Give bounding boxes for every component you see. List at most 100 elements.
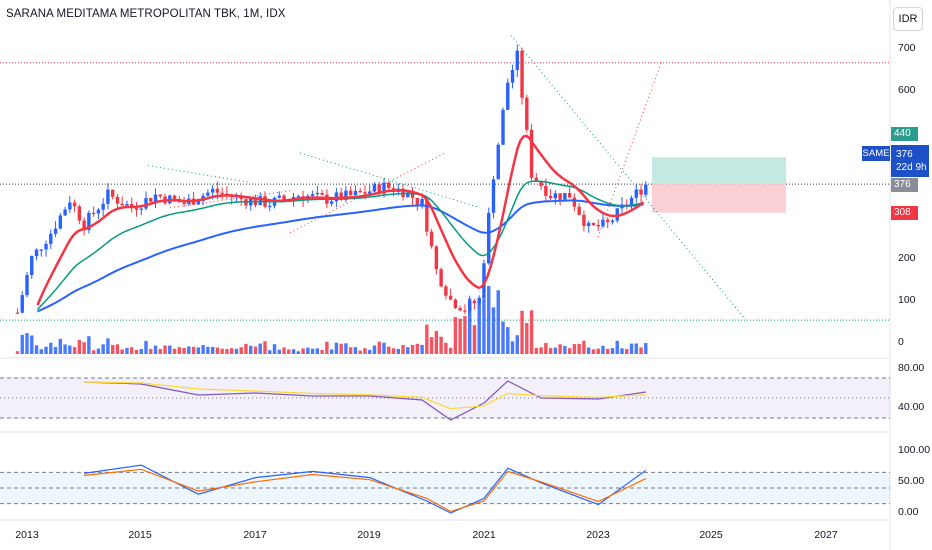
volume-bar [115, 344, 120, 354]
candle-body [125, 203, 129, 206]
candle-body [344, 190, 348, 200]
volume-bar [72, 347, 77, 354]
candle-body [315, 192, 320, 195]
countdown-value: 22d 9h [896, 162, 927, 173]
candle-body [425, 198, 429, 232]
candle-body [101, 203, 105, 210]
candle-body [96, 209, 101, 214]
trend-line [289, 152, 446, 234]
trend-line [299, 152, 481, 209]
stoch-line [84, 468, 647, 513]
chart-title: SARANA MEDITAMA METROPOLITAN TBK, 1M, ID… [6, 8, 286, 20]
candle-body [149, 198, 153, 202]
volume-bar [306, 347, 310, 354]
volume-bar [225, 349, 229, 354]
candle-body [63, 209, 67, 216]
stoch-tick: 100.00 [898, 444, 931, 456]
candle-body [196, 201, 201, 205]
volume-bar [610, 348, 615, 354]
price-tick: 0 [898, 336, 904, 348]
candle-body [206, 192, 210, 196]
volume-bar [501, 321, 505, 354]
volume-bar [125, 347, 129, 354]
volume-bar [87, 336, 91, 354]
volume-bar [191, 346, 196, 354]
volume-bar [20, 334, 24, 354]
price-tick: 100 [898, 294, 916, 306]
volume-bar [506, 327, 510, 354]
stoch-tick: 50.00 [898, 475, 925, 487]
volume-bar [144, 340, 148, 354]
candle-body [596, 224, 600, 227]
trend-line [147, 165, 251, 183]
volume-bar [391, 348, 396, 354]
candle-body [20, 295, 24, 313]
volume-bar [272, 344, 277, 354]
candle-body [358, 190, 362, 193]
volume-bar [334, 342, 339, 354]
volume-bar [44, 346, 48, 354]
volume-bar [301, 348, 305, 354]
candle-body [158, 194, 162, 197]
candle-body [406, 192, 410, 198]
volume-bar [168, 345, 172, 354]
volume-bar [101, 344, 105, 354]
candle-body [434, 246, 439, 270]
last-price-value: 376 [896, 149, 913, 160]
candle-body [548, 195, 553, 199]
volume-bar [553, 347, 558, 354]
volume-bar [139, 349, 143, 354]
sma-price-tag: 376 [891, 178, 918, 192]
candle-body [639, 189, 643, 195]
candle-body [463, 310, 467, 312]
candle-body [182, 202, 186, 205]
volume-bar [310, 348, 315, 354]
rsi-tick: 80.00 [898, 362, 925, 374]
candle-body [515, 50, 519, 71]
candle-body [339, 192, 343, 200]
time-tick: 2023 [586, 529, 610, 541]
volume-bar [96, 348, 101, 354]
candle-body [53, 228, 58, 234]
volume-bar [253, 346, 258, 354]
volume-bar [496, 290, 500, 354]
volume-bar [601, 345, 605, 354]
candle-body [91, 212, 96, 214]
candle-body [520, 50, 524, 98]
currency-button[interactable]: IDR [893, 7, 923, 31]
volume-bar [448, 347, 453, 354]
candle-body [310, 194, 315, 196]
volume-bar [482, 299, 486, 354]
volume-bar [296, 351, 301, 354]
volume-bar [149, 348, 153, 354]
candle-body [30, 256, 34, 276]
volume-bar [58, 338, 63, 354]
candle-body [68, 202, 72, 210]
volume-bar [382, 342, 386, 354]
volume-bar [68, 345, 72, 354]
volume-bar [387, 346, 391, 354]
volume-bar [596, 348, 600, 354]
candle-body [348, 190, 353, 195]
volume-bar [429, 337, 434, 354]
candle-body [591, 222, 596, 225]
candle-body [44, 243, 48, 250]
candle-body [87, 212, 91, 231]
volume-bar [344, 343, 348, 354]
volume-bar [106, 338, 110, 354]
candle-body [544, 185, 548, 196]
time-tick: 2027 [814, 529, 838, 541]
candle-body [268, 205, 272, 208]
volume-bar [130, 347, 134, 354]
volume-bar [558, 344, 562, 354]
candle-body [458, 308, 462, 311]
volume-bar [187, 346, 191, 354]
volume-bar [163, 345, 167, 354]
candle-body [572, 197, 577, 207]
candle-body [77, 206, 82, 221]
volume-bar [639, 347, 643, 354]
volume-bar [25, 333, 29, 354]
candle-body [377, 184, 381, 194]
candle-body [382, 182, 386, 194]
candle-body [606, 219, 610, 223]
